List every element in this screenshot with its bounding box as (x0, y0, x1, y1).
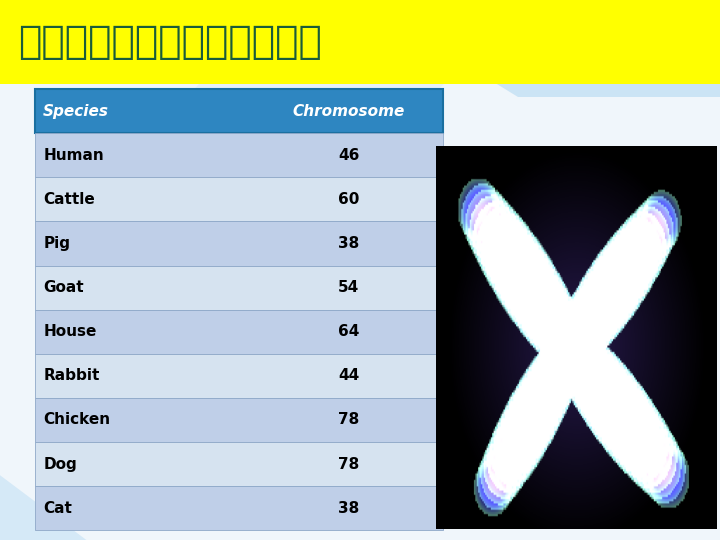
Text: Chicken: Chicken (43, 413, 110, 428)
Text: จำนวนโครโมโซม: จำนวนโครโมโซม (18, 23, 322, 61)
Text: Dog: Dog (43, 457, 77, 471)
FancyBboxPatch shape (35, 177, 443, 221)
FancyBboxPatch shape (35, 133, 443, 177)
Text: Goat: Goat (43, 280, 84, 295)
Polygon shape (187, 0, 518, 97)
FancyBboxPatch shape (35, 309, 443, 354)
Text: Cattle: Cattle (43, 192, 95, 207)
Text: 78: 78 (338, 457, 359, 471)
Text: 54: 54 (338, 280, 359, 295)
Text: Pig: Pig (43, 236, 70, 251)
Text: House: House (43, 324, 96, 339)
Text: 44: 44 (338, 368, 359, 383)
FancyBboxPatch shape (35, 266, 443, 309)
FancyBboxPatch shape (35, 442, 443, 486)
Polygon shape (360, 0, 720, 97)
FancyBboxPatch shape (35, 89, 443, 133)
Text: Human: Human (43, 148, 104, 163)
FancyBboxPatch shape (35, 486, 443, 530)
Text: 78: 78 (338, 413, 359, 428)
Text: 38: 38 (338, 236, 359, 251)
FancyBboxPatch shape (35, 398, 443, 442)
Text: Cat: Cat (43, 501, 72, 516)
Text: Species: Species (43, 104, 109, 119)
Text: 46: 46 (338, 148, 359, 163)
FancyBboxPatch shape (35, 354, 443, 398)
Polygon shape (0, 475, 86, 540)
Text: Rabbit: Rabbit (43, 368, 99, 383)
FancyBboxPatch shape (0, 0, 720, 84)
Text: 64: 64 (338, 324, 359, 339)
Text: Chromosome: Chromosome (293, 104, 405, 119)
Text: 38: 38 (338, 501, 359, 516)
FancyBboxPatch shape (35, 221, 443, 266)
Text: 60: 60 (338, 192, 359, 207)
